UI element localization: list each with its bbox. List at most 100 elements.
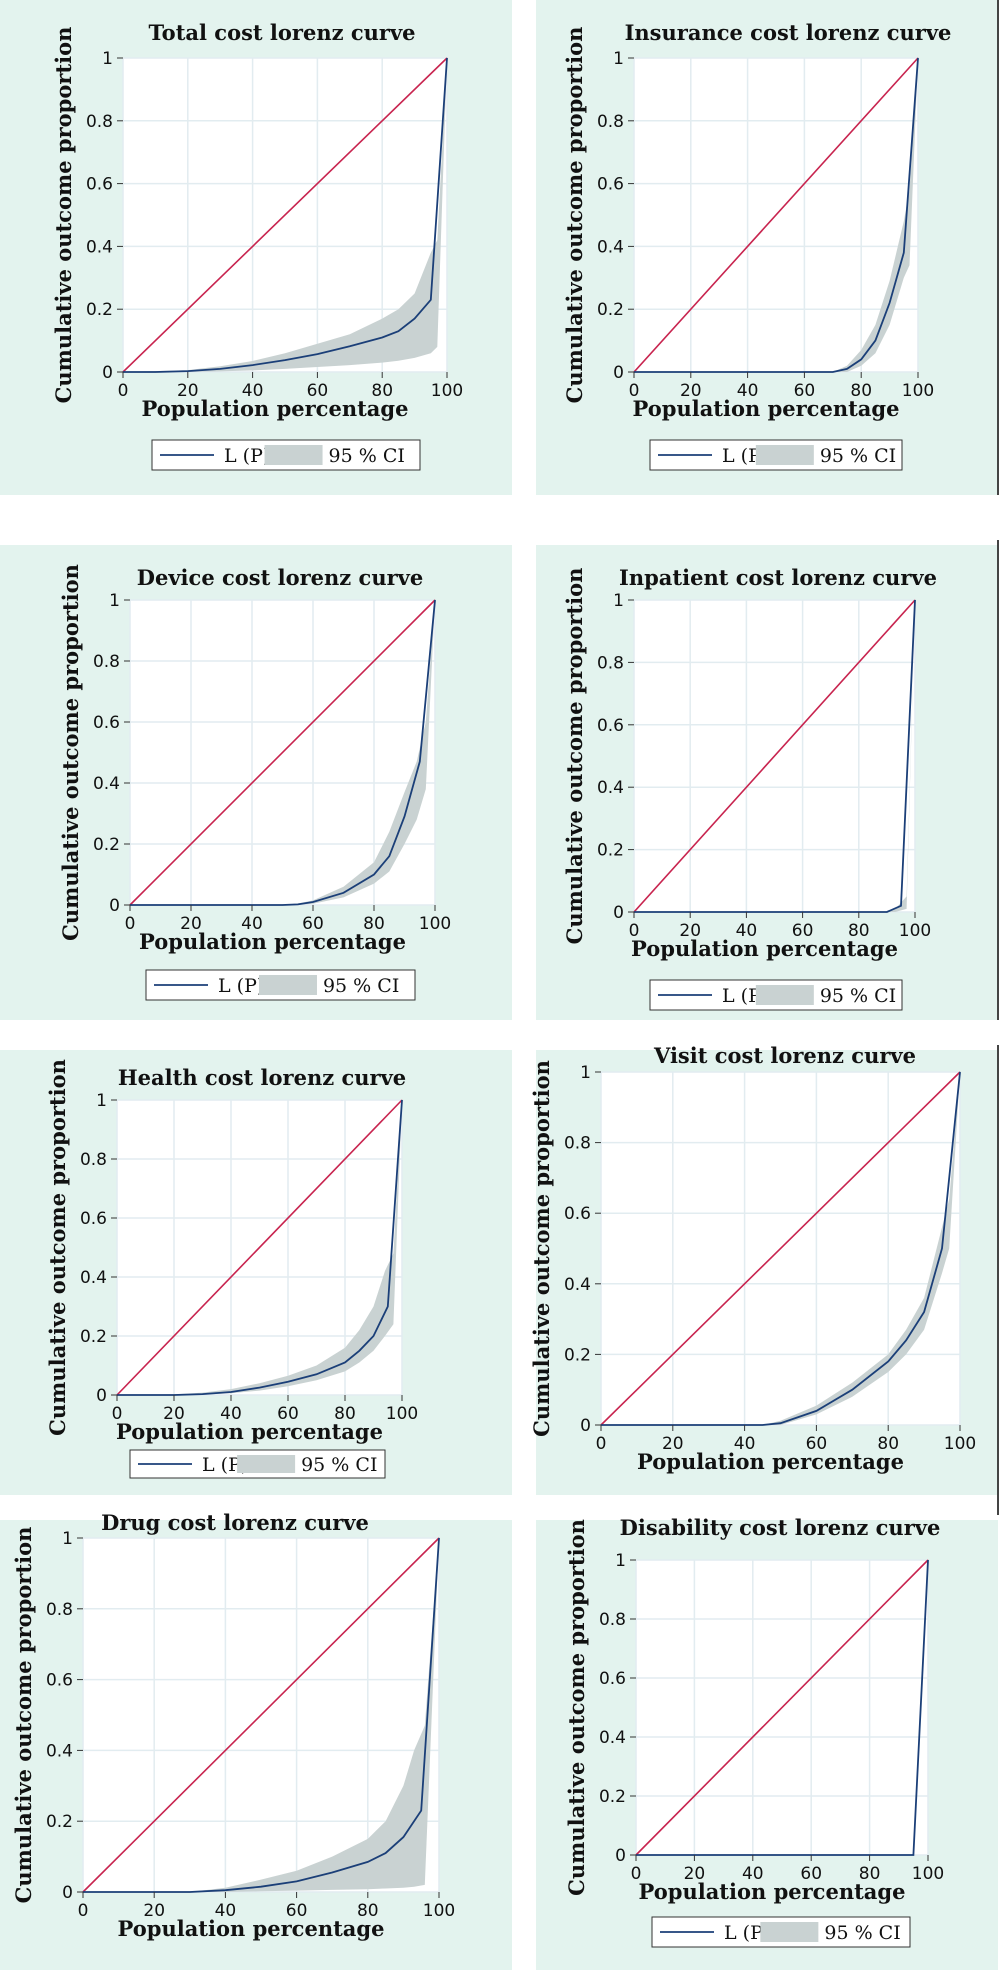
x-tick-label: 80: [859, 1864, 881, 1884]
y-tick-label: 0.6: [599, 1669, 626, 1689]
y-tick-label: 0: [613, 363, 624, 383]
x-axis-label: Population percentage: [139, 929, 406, 954]
y-tick-label: 0.4: [599, 1728, 626, 1748]
y-tick-label: 1: [615, 1551, 626, 1571]
equality-line: [635, 1559, 929, 1856]
x-axis-label: Population percentage: [637, 1449, 904, 1474]
x-tick-label: 20: [684, 1864, 706, 1884]
y-tick-label: 0.2: [597, 300, 624, 320]
y-tick-label: 0: [109, 896, 120, 916]
y-axis-label: Cumulative outcome proportion: [562, 568, 587, 945]
equality-line: [633, 57, 919, 373]
legend-label-ci: 95 % CI: [329, 445, 405, 467]
lorenz-chart-svg: 0 0.2 0.4 0.6 0.8 1 0 20 40 60 80 100 Insurance cost…: [562, 20, 951, 471]
x-tick-label: 60: [806, 1434, 828, 1454]
chart-panel: 0 0.2 0.4 0.6 0.8 1 0 20 40 60 80 100 Total cost lor…: [0, 0, 512, 495]
chart-panel: 0 0.2 0.4 0.6 0.8 1 0 20 40 60 80 100 Drug cost lore…: [0, 1510, 512, 1970]
x-tick-label: 40: [220, 1404, 242, 1424]
x-tick-label: 60: [792, 921, 814, 941]
y-tick-label: 0.6: [564, 1204, 591, 1224]
y-tick-label: 0.8: [564, 1134, 591, 1154]
y-tick-label: 0.8: [86, 112, 113, 132]
y-tick-label: 0.8: [597, 653, 624, 673]
y-tick-label: 0.2: [86, 300, 113, 320]
x-tick-label: 0: [596, 1434, 607, 1454]
lorenz-curve-line: [123, 57, 448, 373]
y-tick-label: 0.2: [599, 1787, 626, 1807]
x-tick-label: 0: [118, 381, 129, 401]
lorenz-curve-line: [117, 1099, 403, 1396]
x-axis-label: Population percentage: [639, 1879, 906, 1904]
equality-line: [116, 1099, 403, 1396]
x-tick-label: 40: [215, 1901, 237, 1921]
legend-ci-swatch: [258, 975, 317, 995]
y-tick-label: 0.6: [93, 713, 120, 733]
x-axis-label: Population percentage: [118, 1916, 385, 1941]
legend-ci-swatch: [755, 445, 814, 465]
x-axis-label: Population percentage: [633, 396, 900, 421]
y-axis-label: Cumulative outcome proportion: [11, 1527, 36, 1904]
lorenz-curve-line: [634, 57, 919, 373]
x-tick-label: 100: [431, 381, 463, 401]
x-tick-label: 40: [736, 921, 758, 941]
y-tick-label: 0.4: [46, 1741, 73, 1761]
x-tick-label: 100: [912, 1864, 944, 1884]
legend-label-ci: 95 % CI: [820, 445, 896, 467]
y-tick-label: 0.4: [80, 1268, 107, 1288]
x-tick-label: 60: [302, 914, 324, 934]
legend-ci-swatch: [755, 985, 814, 1005]
x-tick-label: 60: [800, 1864, 822, 1884]
y-axis-label: Cumulative outcome proportion: [51, 27, 76, 404]
lorenz-chart-svg: 0 0.2 0.4 0.6 0.8 1 0 20 40 60 80 100 Inpatient cost…: [562, 565, 937, 1011]
y-axis-label: Cumulative outcome proportion: [529, 1060, 554, 1437]
equality-line: [633, 599, 916, 913]
y-tick-label: 1: [613, 591, 624, 611]
x-tick-label: 40: [737, 381, 759, 401]
y-tick-label: 0.4: [93, 774, 120, 794]
y-tick-label: 0.2: [93, 835, 120, 855]
chart-panel: 0 0.2 0.4 0.6 0.8 1 0 20 40 60 80 100 Inpatient cost…: [536, 545, 998, 1020]
x-tick-label: 100: [419, 914, 451, 934]
y-tick-label: 0.4: [597, 237, 624, 257]
x-tick-label: 20: [680, 381, 702, 401]
x-tick-label: 40: [241, 914, 263, 934]
x-tick-label: 100: [386, 1404, 418, 1424]
equality-line: [129, 599, 436, 906]
y-tick-label: 0: [96, 1386, 107, 1406]
y-tick-label: 1: [613, 49, 624, 69]
y-tick-label: 0.6: [46, 1671, 73, 1691]
x-tick-label: 40: [242, 381, 264, 401]
x-tick-label: 80: [848, 921, 870, 941]
legend-label-ci: 95 % CI: [824, 1922, 900, 1944]
y-tick-label: 0.2: [46, 1812, 73, 1832]
y-tick-label: 0: [62, 1883, 73, 1903]
x-tick-label: 20: [143, 1901, 165, 1921]
legend-label-lp: L (P): [202, 1454, 248, 1476]
equality-line: [82, 1537, 440, 1893]
y-tick-label: 1: [580, 1063, 591, 1083]
x-tick-label: 100: [423, 1901, 455, 1921]
x-tick-label: 20: [662, 1434, 684, 1454]
x-tick-label: 60: [277, 1404, 299, 1424]
right-border-line: [997, 540, 999, 1020]
y-tick-label: 0.4: [597, 778, 624, 798]
lorenz-curve-line: [83, 1537, 440, 1893]
x-tick-label: 0: [629, 381, 640, 401]
chart-title: Drug cost lorenz curve: [101, 1510, 369, 1535]
y-axis-label: Cumulative outcome proportion: [45, 1059, 70, 1436]
chart-title: Device cost lorenz curve: [137, 565, 423, 590]
y-tick-label: 0.2: [80, 1327, 107, 1347]
lorenz-curve-line: [130, 599, 436, 906]
chart-title: Inpatient cost lorenz curve: [619, 565, 937, 590]
equality-line: [122, 57, 448, 373]
x-tick-label: 60: [794, 381, 816, 401]
chart-panel: 0 0.2 0.4 0.6 0.8 1 0 20 40 60 80 100 Disability cos…: [536, 1515, 998, 1970]
x-tick-label: 60: [286, 1901, 308, 1921]
y-tick-label: 0.8: [80, 1150, 107, 1170]
lorenz-curve-line: [634, 599, 916, 913]
x-tick-label: 20: [679, 921, 701, 941]
x-tick-label: 100: [899, 921, 931, 941]
x-tick-label: 80: [334, 1404, 356, 1424]
lorenz-curve-line: [601, 1071, 961, 1426]
x-tick-label: 0: [629, 921, 640, 941]
